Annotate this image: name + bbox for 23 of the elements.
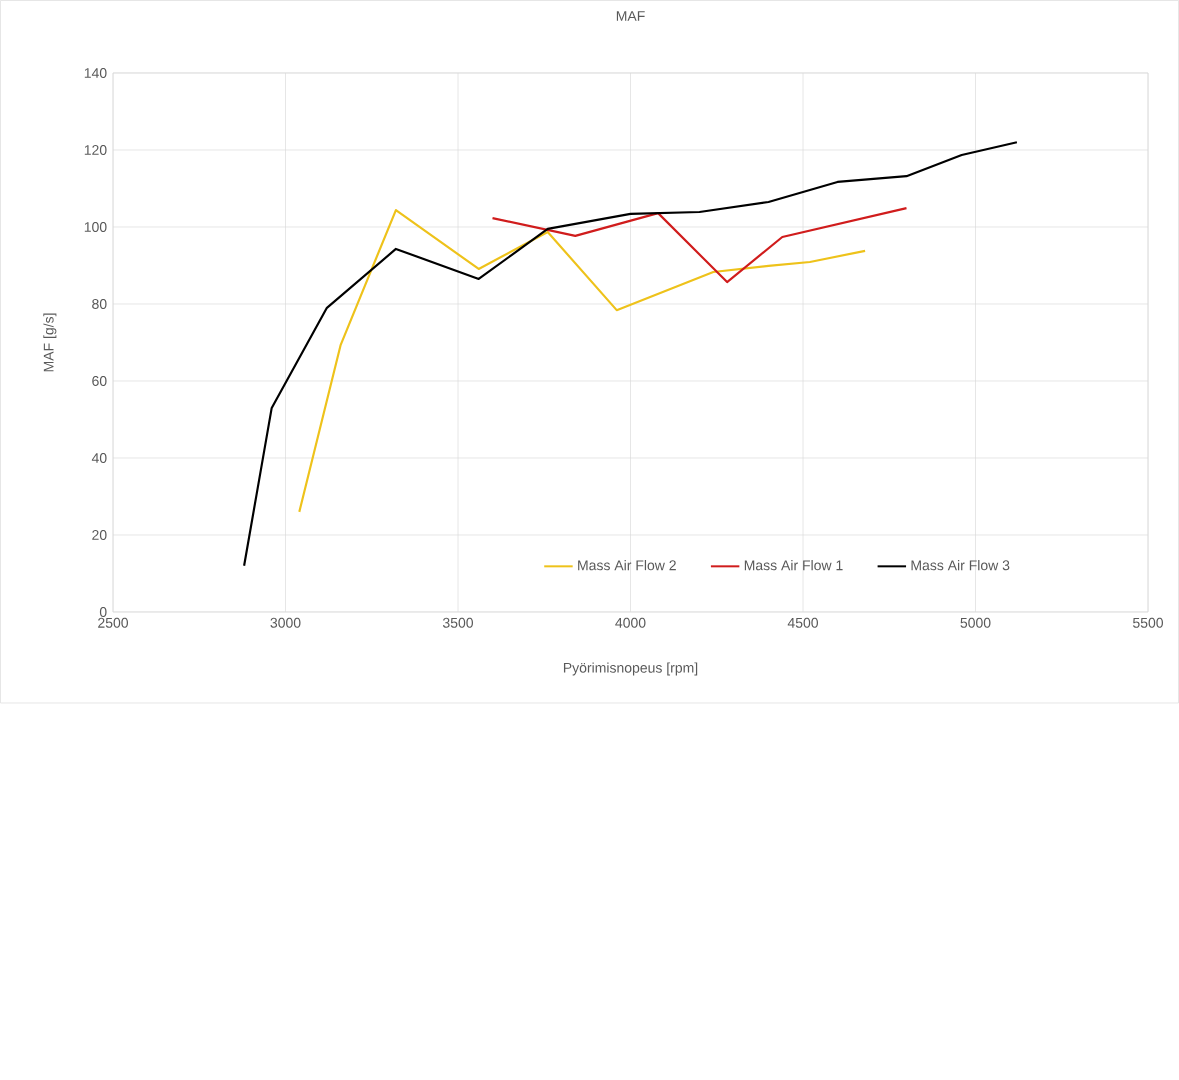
y-tick-label: 120 [84, 145, 107, 155]
y-tick-label: 80 [92, 299, 107, 309]
line-series [298, 208, 867, 513]
x-tick-label: 3500 [442, 617, 474, 628]
legend-label: Mass Air Flow 2 [578, 560, 676, 571]
legend-label: Mass Air Flow 1 [744, 560, 843, 571]
y-tick-label: 140 [84, 68, 107, 78]
line-series [491, 207, 908, 284]
x-tick-label: 5000 [960, 617, 991, 628]
x-tick-label: 3000 [270, 617, 301, 628]
x-tick-label: 5500 [1132, 617, 1164, 628]
legend-label: Mass Air Flow 3 [911, 560, 1010, 571]
x-axis-title: Pyörimisnopeus [rpm] [563, 662, 698, 676]
x-tick-label: 4500 [787, 617, 819, 628]
chart-title: MAF [616, 11, 645, 21]
y-tick-label: 0 [99, 607, 107, 617]
y-axis-title: MAF [g/s] [43, 313, 57, 372]
y-tick-label: 60 [92, 376, 107, 386]
x-tick-label: 4000 [615, 617, 646, 628]
y-tick-label: 20 [92, 530, 107, 540]
y-tick-label: 40 [91, 453, 107, 463]
y-tick-label: 100 [84, 222, 107, 232]
x-tick-label: 2500 [98, 617, 129, 628]
